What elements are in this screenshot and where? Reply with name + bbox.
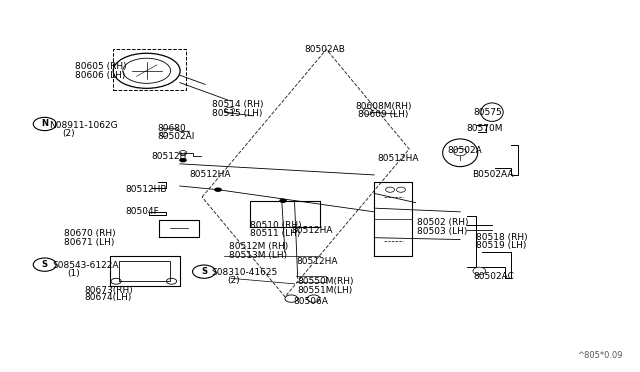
Text: 80512HA: 80512HA [296,257,338,266]
Text: B0502AA: B0502AA [472,170,513,179]
Text: 80550M(RH): 80550M(RH) [298,278,354,286]
Text: 80502AI: 80502AI [157,132,195,141]
Text: 80609 (LH): 80609 (LH) [358,110,408,119]
Text: 80503 (LH): 80503 (LH) [417,227,467,235]
Circle shape [179,158,187,162]
Text: 80570M: 80570M [467,124,503,132]
Text: 80514 (RH): 80514 (RH) [212,100,263,109]
Text: 80518 (RH): 80518 (RH) [476,233,528,242]
Text: 80674(LH): 80674(LH) [84,294,132,302]
Text: S08310-41625: S08310-41625 [212,268,278,277]
Text: S08543-6122A: S08543-6122A [52,261,119,270]
Text: 80515 (LH): 80515 (LH) [212,109,262,118]
Text: 80510 (RH): 80510 (RH) [250,221,301,230]
Text: 80502AC: 80502AC [473,272,514,281]
Text: 80502A: 80502A [447,147,482,155]
Text: 80513M (LH): 80513M (LH) [229,251,287,260]
Text: 80575: 80575 [473,108,502,117]
Circle shape [214,187,222,192]
Text: 80606 (LH): 80606 (LH) [75,71,125,80]
Text: N08911-1062G: N08911-1062G [49,121,118,129]
Text: 80680: 80680 [157,124,186,133]
Text: N: N [41,119,48,128]
Text: ^805*0.09: ^805*0.09 [577,350,623,359]
Text: (2): (2) [62,129,74,138]
Text: 80502AB: 80502AB [304,45,345,54]
Text: 80671 (LH): 80671 (LH) [64,238,114,247]
Text: 80506A: 80506A [293,297,328,306]
Text: 80512M (RH): 80512M (RH) [229,243,288,251]
Circle shape [279,199,287,203]
Text: S: S [201,267,207,276]
Text: 80512HA: 80512HA [189,170,231,179]
Text: 80504F: 80504F [125,207,159,217]
Text: 80512H: 80512H [151,152,186,161]
Text: 80673(RH): 80673(RH) [84,286,133,295]
Text: 80512HA: 80512HA [378,154,419,163]
Text: 80551M(LH): 80551M(LH) [298,286,353,295]
Text: (2): (2) [228,276,240,285]
Text: (1): (1) [67,269,80,278]
Text: 80608M(RH): 80608M(RH) [355,102,412,111]
Text: 80512HA: 80512HA [291,226,333,235]
Text: 80519 (LH): 80519 (LH) [476,241,527,250]
Text: 80511 (LH): 80511 (LH) [250,229,300,238]
Text: S: S [42,260,48,269]
Text: 80502 (RH): 80502 (RH) [417,218,468,227]
Text: 80605 (RH): 80605 (RH) [75,61,126,71]
Text: 80512HB: 80512HB [125,185,167,194]
Text: 80670 (RH): 80670 (RH) [64,230,115,238]
